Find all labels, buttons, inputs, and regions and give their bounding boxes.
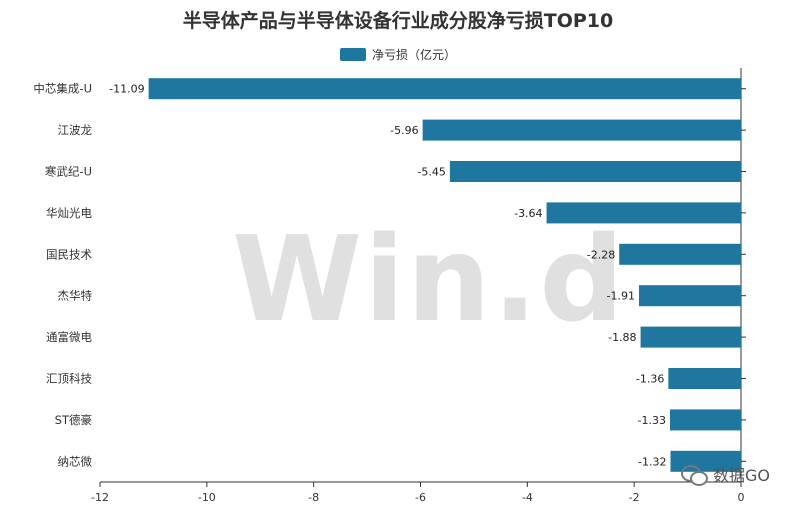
data-label: -1.32 (638, 455, 666, 468)
category-label: 汇顶科技 (46, 372, 92, 386)
bar (640, 326, 741, 348)
data-label: -5.96 (390, 124, 418, 137)
data-label: -5.45 (417, 166, 445, 179)
category-label: 华灿光电 (46, 206, 92, 220)
x-tick-label: -8 (308, 491, 319, 504)
bar (449, 161, 741, 182)
bar (638, 285, 741, 307)
data-label: -1.91 (607, 290, 635, 303)
bar (546, 202, 741, 224)
chat-bubbles-icon (681, 463, 708, 486)
data-label: -3.64 (514, 207, 542, 220)
data-label: -2.28 (587, 248, 615, 261)
brand-name: 数据GO (713, 466, 770, 485)
x-tick-label: -12 (91, 491, 109, 504)
chart-title: 半导体产品与半导体设备行业成分股净亏损TOP10 (182, 10, 614, 32)
bar (668, 368, 741, 389)
x-tick-label: -2 (629, 491, 640, 504)
x-tick-label: -6 (415, 491, 426, 504)
data-label: -1.36 (636, 373, 664, 386)
legend-label: 净亏损（亿元） (371, 48, 456, 62)
x-tick-label: -10 (198, 491, 216, 504)
category-label: 江波龙 (58, 123, 93, 137)
data-label: -1.88 (608, 331, 636, 344)
legend-swatch (339, 48, 366, 61)
category-label: 纳芯微 (58, 454, 93, 468)
category-label: ST德豪 (55, 413, 92, 427)
bar (148, 78, 742, 100)
category-label: 国民技术 (46, 247, 92, 261)
category-label: 通富微电 (46, 330, 92, 344)
legend[interactable]: 净亏损（亿元） (0, 46, 796, 63)
category-label: 中芯集成-U (33, 82, 92, 96)
data-label: -11.09 (109, 83, 144, 96)
bar (669, 409, 741, 431)
x-tick-label: 0 (738, 491, 745, 504)
bar (619, 243, 741, 265)
x-tick-label: -4 (522, 491, 533, 504)
data-label: -1.33 (637, 414, 665, 427)
category-label: 寒武纪-U (45, 165, 92, 179)
watermark-logo: Win.d (232, 210, 626, 348)
brand-badge: 数据GO (681, 462, 770, 486)
bar (422, 119, 741, 141)
category-label: 杰华特 (58, 289, 93, 303)
